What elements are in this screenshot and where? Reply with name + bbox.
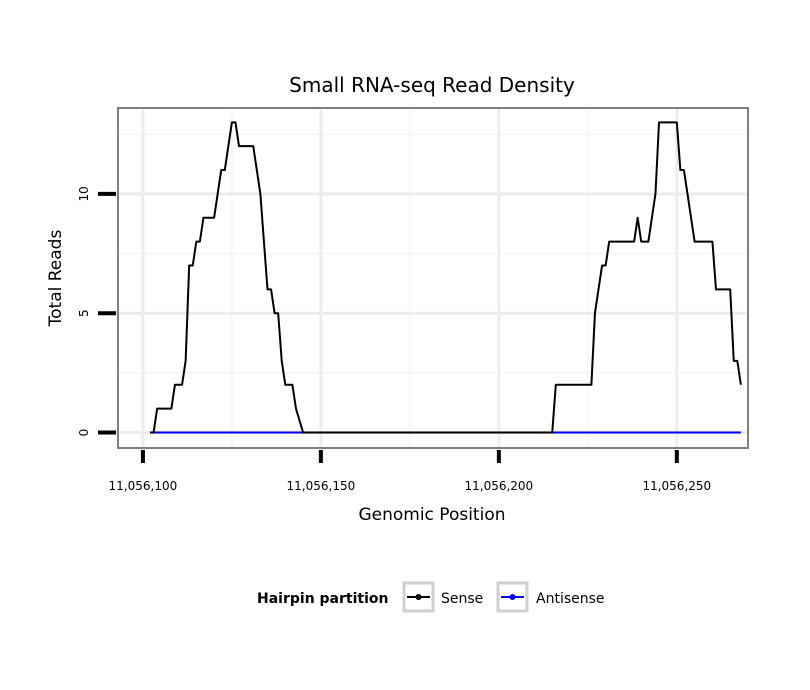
legend-point-sense [415,594,422,600]
y-tick-label: 5 [77,309,91,317]
x-tick-label: 11,056,150 [287,479,356,493]
y-axis: 0 5 10 [77,186,116,436]
plot-panel-background [118,108,748,448]
legend-label-sense: Sense [441,591,483,607]
legend-item-antisense: Antisense [496,581,605,613]
series-lines [150,121,742,434]
x-tick-label: 11,056,100 [109,479,178,493]
series-line-sense [150,121,742,434]
x-tick-label: 11,056,250 [642,479,711,493]
y-tick-label: 0 [77,429,91,437]
legend-title: Hairpin partition [257,591,388,607]
legend-label-antisense: Antisense [536,591,605,607]
y-tick-label: 10 [77,186,91,201]
plot-panel-border [117,107,749,449]
x-axis-label: Genomic Position [358,505,505,525]
legend-item-sense: Sense [402,581,483,613]
legend: Hairpin partition Sense Antisense [257,581,605,613]
legend-point-antisense [509,594,516,600]
y-axis-label: Total Reads [46,230,66,328]
x-axis: 11,056,100 11,056,150 11,056,200 11,056,250 [109,450,711,493]
chart-title: Small RNA-seq Read Density [289,73,575,97]
x-tick-label: 11,056,200 [464,479,533,493]
